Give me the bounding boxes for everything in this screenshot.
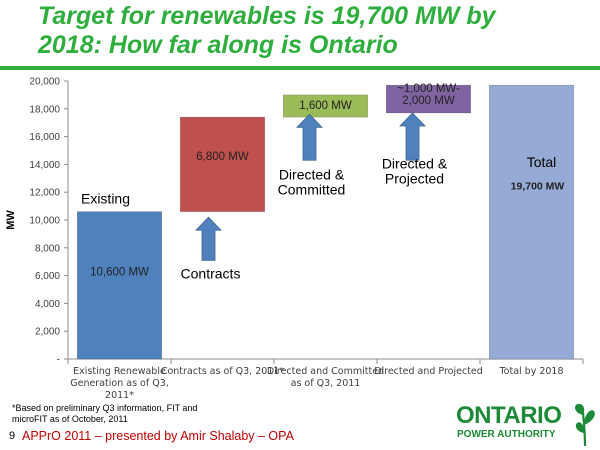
bar-value-label-line: 2,000 MW (402, 95, 455, 107)
bar-2 (179, 116, 266, 212)
annotation-label-line: Directed & (382, 156, 448, 172)
bar-value-label: 6,800 MW (196, 151, 249, 163)
footnote: *Based on preliminary Q3 information, FI… (12, 403, 252, 425)
chart-labels: 10,600 MW 6,800 MW 1,600 MW ~1,000 MW-2,000… (81, 83, 564, 281)
y-tick-label: 2,000 (35, 327, 60, 338)
logo-wordmark: ONTARIO (456, 402, 562, 429)
annotation-label: Contracts (181, 265, 241, 281)
annotation-label: Directed & Projected (382, 156, 448, 187)
annotation-label-line: Existing (81, 190, 130, 206)
y-tick-label: 16,000 (29, 132, 60, 143)
annotation-label: Directed & Committed (278, 167, 346, 198)
slide-title: Target for renewables is 19,700 MW by 20… (38, 2, 578, 60)
x-category-label: Directed and Committed as of Q3, 2011 (267, 366, 384, 389)
bar-value-label-line: 1,600 MW (299, 100, 352, 112)
x-category-label: Directed and Projected (374, 366, 483, 377)
chart-axes: - 2,000 4,000 6,000 8,000 10,000 12,000 14,000 1… (5, 77, 584, 401)
y-tick-label: 4,000 (35, 299, 60, 310)
ontario-power-authority-logo: ONTARIO POWER AUTHORITY (456, 402, 600, 450)
chart-bars (76, 84, 575, 360)
x-category-label-line: 2011* (105, 390, 134, 401)
y-tick-label: 14,000 (29, 160, 60, 171)
bar-value-label-line: 10,600 MW (90, 267, 149, 279)
x-category-label-line: Directed and Projected (374, 366, 483, 377)
bar-3 (282, 94, 369, 118)
x-category-label: Existing Renewable Generation as of Q3, 20… (70, 366, 169, 401)
title-line-1: Target for renewables is 19,700 MW by (38, 2, 496, 30)
logo-subtitle: POWER AUTHORITY (457, 429, 556, 440)
x-category-label-line: as of Q3, 2011 (291, 378, 361, 389)
x-category-label-line: Existing Renewable (73, 366, 166, 377)
annotation-label: Total (527, 154, 557, 170)
y-tick-label: 18,000 (29, 104, 60, 115)
x-category-label: Total by 2018 (498, 366, 563, 377)
x-category-label-line: Directed and Committed (267, 366, 384, 377)
annotation-label: Existing (81, 190, 130, 206)
bar-value-label: 10,600 MW (90, 267, 149, 279)
y-tick-label: 8,000 (35, 243, 60, 254)
x-category-label-line: Contracts as of Q3, 2011* (161, 366, 285, 377)
annotation-label-line: Directed & (279, 167, 345, 183)
title-divider (0, 66, 600, 70)
up-arrow-icon (399, 112, 426, 161)
waterfall-chart: - 2,000 4,000 6,000 8,000 10,000 12,000 14,000 1… (5, 77, 584, 401)
y-tick-label: - (57, 355, 60, 366)
bar-1 (76, 211, 163, 360)
y-tick-label: 10,000 (29, 216, 60, 227)
y-tick-label: 12,000 (29, 188, 60, 199)
footnote-line-2: microFIT as of October, 2011 (12, 414, 128, 424)
footnote-line-1: *Based on preliminary Q3 information, FI… (12, 403, 198, 413)
page-number: 9 (9, 430, 16, 442)
annotation-label-line: Total (527, 154, 557, 170)
leaf-logo-icon (575, 403, 595, 447)
title-line-2: 2018: How far along is Ontario (38, 31, 398, 59)
presenter-credit: APPrO 2011 – presented by Amir Shalaby –… (22, 429, 294, 443)
x-category-label-line: Total by 2018 (498, 366, 563, 377)
bar-value-label: ~1,000 MW-2,000 MW (397, 83, 460, 107)
bar-5 (488, 84, 575, 360)
up-arrow-icon (195, 216, 222, 261)
annotation-label-line: Projected (385, 171, 444, 187)
y-tick-label: 6,000 (35, 271, 60, 282)
x-category-label-line: Generation as of Q3, (70, 378, 169, 389)
bar-value-label-line: 19,700 MW (511, 180, 565, 192)
bar-value-label: 1,600 MW (299, 100, 352, 112)
bar-value-label-line: ~1,000 MW- (397, 83, 460, 95)
chart-arrows (195, 112, 426, 261)
annotation-label-line: Contracts (181, 265, 241, 281)
y-axis-title: MW (5, 210, 17, 230)
up-arrow-icon (296, 113, 323, 161)
y-tick-label: 20,000 (29, 77, 60, 88)
bar-value-label-line: 6,800 MW (196, 151, 249, 163)
bar-4 (385, 84, 472, 114)
bar-value-label: 19,700 MW (511, 180, 565, 192)
annotation-label-line: Committed (278, 182, 346, 198)
x-category-label: Contracts as of Q3, 2011* (161, 366, 285, 377)
